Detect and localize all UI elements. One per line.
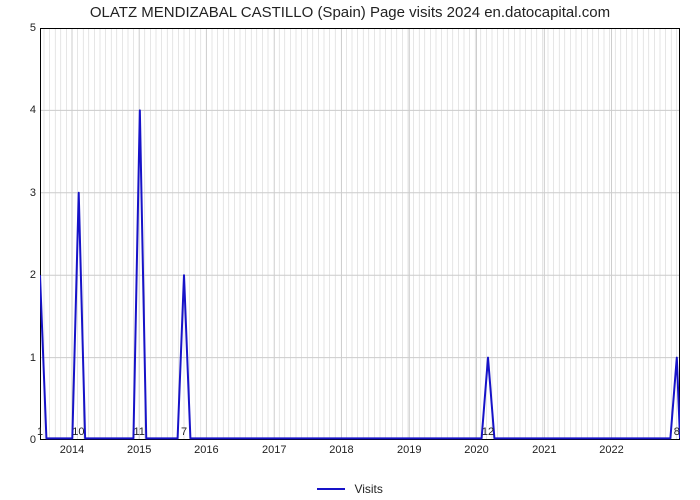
x-tick-label: 2016 [194, 444, 218, 456]
chart-title: OLATZ MENDIZABAL CASTILLO (Spain) Page v… [0, 4, 700, 21]
value-label: 10 [72, 426, 84, 438]
y-tick-label: 4 [6, 104, 36, 116]
value-label: 8 [674, 426, 680, 438]
x-tick-label: 2014 [60, 444, 84, 456]
x-tick-label: 2015 [127, 444, 151, 456]
y-tick-label: 1 [6, 352, 36, 364]
x-tick-label: 2018 [329, 444, 353, 456]
y-tick-label: 0 [6, 434, 36, 446]
x-tick-label: 2017 [262, 444, 286, 456]
x-tick-label: 2022 [599, 444, 623, 456]
chart-root: OLATZ MENDIZABAL CASTILLO (Spain) Page v… [0, 0, 700, 500]
y-tick-label: 5 [6, 22, 36, 34]
value-label: 7 [181, 426, 187, 438]
y-tick-label: 2 [6, 269, 36, 281]
x-tick-label: 2020 [464, 444, 488, 456]
legend-swatch [317, 488, 345, 490]
value-label: 12 [482, 426, 494, 438]
legend: Visits [0, 481, 700, 496]
y-tick-label: 3 [6, 187, 36, 199]
legend-label: Visits [354, 482, 382, 496]
plot-area [40, 28, 680, 440]
value-label: 1 [37, 426, 43, 438]
x-tick-label: 2019 [397, 444, 421, 456]
value-label: 11 [133, 426, 144, 438]
x-tick-label: 2021 [532, 444, 556, 456]
